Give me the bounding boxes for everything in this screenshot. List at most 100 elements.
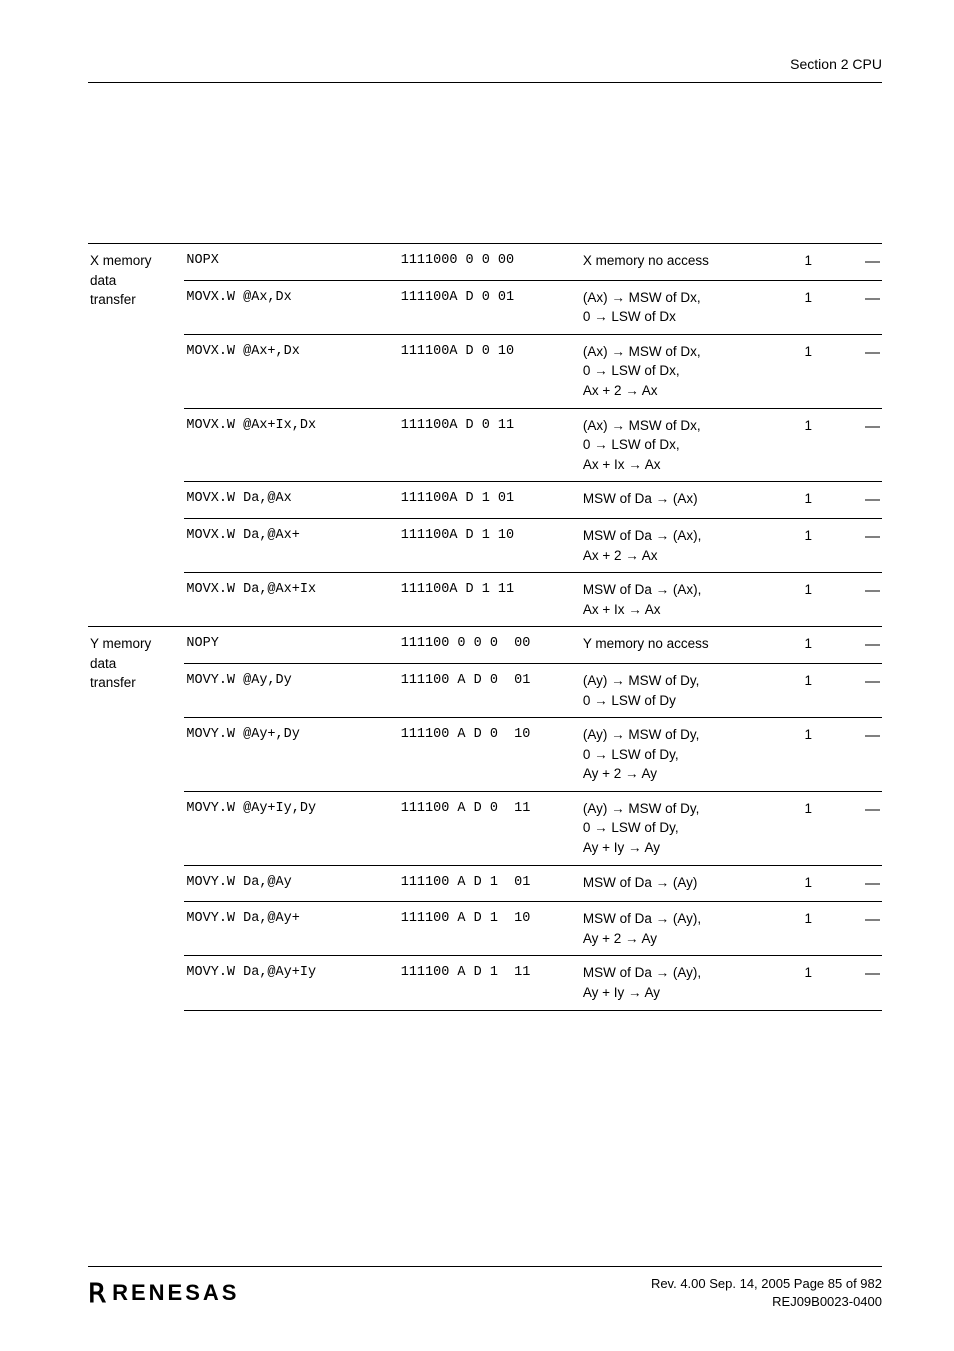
- operation: (Ay) → MSW of Dy,0 → LSW of Dy: [581, 664, 801, 718]
- operation-line: Ay + Iy → Ay: [583, 985, 660, 1000]
- table-row: X memorydatatransferNOPX1111000 0 0 00X …: [88, 244, 882, 281]
- footer-doc-id: REJ09B0023-0400: [651, 1293, 882, 1311]
- mnemonic: MOVX.W @Ax,Dx: [184, 280, 398, 334]
- operation-line: Ax + Ix → Ax: [583, 602, 661, 617]
- operation: (Ax) → MSW of Dx, 0 → LSW of Dx: [581, 280, 801, 334]
- mnemonic: MOVX.W Da,@Ax+Ix: [184, 573, 398, 627]
- operation: X memory no access: [581, 244, 801, 281]
- operation-line: 0 → LSW of Dy,: [583, 747, 679, 762]
- instruction-code: 111100A D 0 01: [399, 280, 581, 334]
- dash-cell: —: [837, 718, 882, 792]
- dash-cell: —: [837, 865, 882, 902]
- operation-line: (Ax) → MSW of Dx,: [583, 344, 701, 359]
- mnemonic: MOVY.W @Ay+,Dy: [184, 718, 398, 792]
- table-row: MOVY.W Da,@Ay+111100 A D 1 10MSW of Da →…: [88, 902, 882, 956]
- cycles: 1: [801, 280, 837, 334]
- mnemonic: MOVX.W @Ax+,Dx: [184, 334, 398, 408]
- instruction-code: 111100 A D 1 01: [399, 865, 581, 902]
- instruction-code: 111100 A D 1 10: [399, 902, 581, 956]
- operation-line: Ay + 2 → Ay: [583, 931, 657, 946]
- table-row: MOVY.W @Ay,Dy111100 A D 0 01(Ay) → MSW o…: [88, 664, 882, 718]
- instruction-code: 111100A D 0 10: [399, 334, 581, 408]
- operation-line: 0 → LSW of Dx,: [583, 437, 680, 452]
- operation-line: MSW of Da → (Ax),: [583, 582, 702, 597]
- page-footer: ꓣ RENESAS Rev. 4.00 Sep. 14, 2005 Page 8…: [88, 1266, 882, 1311]
- dash-cell: —: [837, 244, 882, 281]
- dash-cell: —: [837, 664, 882, 718]
- group-label-line: transfer: [90, 675, 136, 690]
- mnemonic: MOVX.W @Ax+Ix,Dx: [184, 408, 398, 482]
- cycles: 1: [801, 718, 837, 792]
- cycles: 1: [801, 664, 837, 718]
- mnemonic: MOVX.W Da,@Ax+: [184, 519, 398, 573]
- page: Section 2 CPU X memorydatatransferNOPX11…: [0, 0, 954, 1351]
- group-label-line: data: [90, 656, 116, 671]
- operation-line: 0 → LSW of Dy: [583, 693, 676, 708]
- cycles: 1: [801, 408, 837, 482]
- dash-cell: —: [837, 627, 882, 664]
- operation: MSW of Da → (Ay): [581, 865, 801, 902]
- group-label-line: data: [90, 273, 116, 288]
- mnemonic: MOVY.W Da,@Ay+Iy: [184, 956, 398, 1010]
- mnemonic: MOVY.W Da,@Ay: [184, 865, 398, 902]
- cycles: 1: [801, 244, 837, 281]
- cycles: 1: [801, 482, 837, 519]
- instruction-code: 111100 0 0 0 00: [399, 627, 581, 664]
- table-row: MOVX.W Da,@Ax+Ix111100A D 1 11MSW of Da …: [88, 573, 882, 627]
- instruction-code: 1111000 0 0 00: [399, 244, 581, 281]
- operation: MSW of Da → (Ay), Ay + Iy → Ay: [581, 956, 801, 1010]
- instruction-table: X memorydatatransferNOPX1111000 0 0 00X …: [88, 243, 882, 1011]
- operation-line: (Ax) → MSW of Dx,: [583, 290, 701, 305]
- table-row: MOVX.W Da,@Ax111100A D 1 01MSW of Da → (…: [88, 482, 882, 519]
- renesas-logo: ꓣ RENESAS: [88, 1280, 239, 1306]
- operation: MSW of Da → (Ax): [581, 482, 801, 519]
- renesas-logo-text: RENESAS: [112, 1280, 239, 1306]
- operation-line: MSW of Da → (Ax): [583, 491, 698, 506]
- instruction-code: 111100A D 0 11: [399, 408, 581, 482]
- cycles: 1: [801, 573, 837, 627]
- dash-cell: —: [837, 902, 882, 956]
- table-row: Y memorydatatransferNOPY111100 0 0 0 00Y…: [88, 627, 882, 664]
- operation-line: 0 → LSW of Dx: [583, 309, 676, 324]
- operation-line: 0 → LSW of Dx,: [583, 363, 680, 378]
- dash-cell: —: [837, 791, 882, 865]
- instruction-code: 111100 A D 0 01: [399, 664, 581, 718]
- operation-line: MSW of Da → (Ay),: [583, 965, 701, 980]
- table-row: MOVY.W Da,@Ay111100 A D 1 01MSW of Da → …: [88, 865, 882, 902]
- table-row: MOVX.W Da,@Ax+111100A D 1 10MSW of Da → …: [88, 519, 882, 573]
- cycles: 1: [801, 865, 837, 902]
- dash-cell: —: [837, 573, 882, 627]
- cycles: 1: [801, 334, 837, 408]
- operation: MSW of Da → (Ax), Ax + 2 → Ax: [581, 519, 801, 573]
- renesas-mark-icon: ꓣ: [88, 1280, 106, 1306]
- table-row: MOVX.W @Ax+,Dx111100A D 0 10(Ax) → MSW o…: [88, 334, 882, 408]
- operation: (Ay) → MSW of Dy,0 → LSW of Dy,Ay + Iy →…: [581, 791, 801, 865]
- operation: MSW of Da → (Ay), Ay + 2 → Ay: [581, 902, 801, 956]
- mnemonic: MOVY.W @Ay,Dy: [184, 664, 398, 718]
- operation-line: MSW of Da → (Ay),: [583, 911, 701, 926]
- operation-line: MSW of Da → (Ax),: [583, 528, 702, 543]
- mnemonic: NOPY: [184, 627, 398, 664]
- operation-line: (Ay) → MSW of Dy,: [583, 801, 700, 816]
- operation-line: MSW of Da → (Ay): [583, 875, 698, 890]
- operation-line: Ax + 2 → Ax: [583, 383, 658, 398]
- instruction-code: 111100A D 1 10: [399, 519, 581, 573]
- instruction-code: 111100 A D 0 11: [399, 791, 581, 865]
- operation-line: X memory no access: [583, 253, 709, 268]
- operation: Y memory no access: [581, 627, 801, 664]
- mnemonic: MOVY.W Da,@Ay+: [184, 902, 398, 956]
- footer-right: Rev. 4.00 Sep. 14, 2005 Page 85 of 982 R…: [651, 1275, 882, 1311]
- table-row: MOVY.W @Ay+Iy,Dy111100 A D 0 11(Ay) → MS…: [88, 791, 882, 865]
- operation-line: Ax + 2 → Ax: [583, 548, 658, 563]
- group-label: X memorydatatransfer: [88, 244, 184, 627]
- instruction-code: 111100 A D 1 11: [399, 956, 581, 1010]
- operation-line: Y memory no access: [583, 636, 709, 651]
- group-label: Y memory data transfer: [88, 627, 184, 1010]
- group-label-line: Y memory: [90, 636, 151, 651]
- instruction-code: 111100 A D 0 10: [399, 718, 581, 792]
- dash-cell: —: [837, 482, 882, 519]
- operation: (Ax) → MSW of Dx, 0 → LSW of Dx, Ax + 2 → …: [581, 334, 801, 408]
- operation: MSW of Da → (Ax), Ax + Ix → Ax: [581, 573, 801, 627]
- mnemonic: NOPX: [184, 244, 398, 281]
- operation-line: Ay + 2 → Ay: [583, 766, 657, 781]
